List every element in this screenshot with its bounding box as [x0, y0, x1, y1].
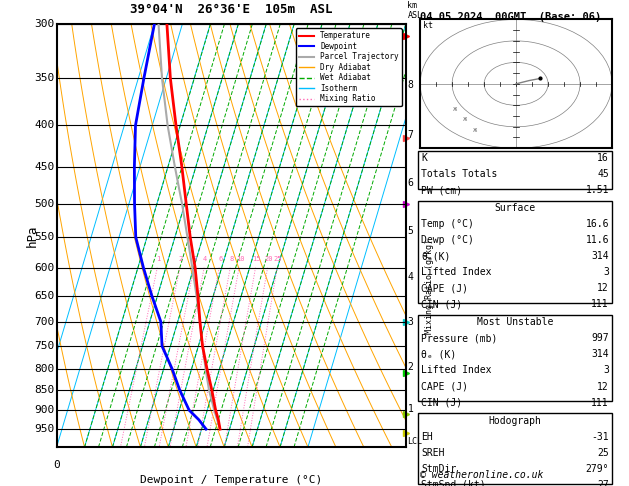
- Text: © weatheronline.co.uk: © weatheronline.co.uk: [420, 470, 543, 480]
- Text: km
ASL: km ASL: [408, 0, 423, 20]
- Text: hPa: hPa: [26, 225, 38, 247]
- Text: Temp (°C): Temp (°C): [421, 219, 474, 229]
- Text: θₑ (K): θₑ (K): [421, 349, 457, 360]
- Text: CAPE (J): CAPE (J): [421, 283, 469, 294]
- Text: Mixing Ratio (g/kg): Mixing Ratio (g/kg): [425, 239, 434, 334]
- Text: 400: 400: [35, 121, 55, 130]
- Text: CIN (J): CIN (J): [421, 398, 462, 408]
- Text: 10: 10: [236, 256, 244, 262]
- Text: 8: 8: [229, 256, 233, 262]
- Text: LCL: LCL: [408, 437, 423, 446]
- Text: 12: 12: [597, 283, 609, 294]
- Text: 550: 550: [35, 232, 55, 242]
- Text: 450: 450: [35, 162, 55, 172]
- Text: StmSpd (kt): StmSpd (kt): [421, 480, 486, 486]
- Text: 20: 20: [264, 256, 273, 262]
- Text: PW (cm): PW (cm): [421, 185, 462, 195]
- Text: Pressure (mb): Pressure (mb): [421, 333, 498, 344]
- Text: 3: 3: [408, 317, 413, 328]
- Text: ж: ж: [472, 127, 477, 133]
- Text: 314: 314: [591, 251, 609, 261]
- Text: -31: -31: [591, 432, 609, 442]
- Text: 1.51: 1.51: [586, 185, 609, 195]
- Legend: Temperature, Dewpoint, Parcel Trajectory, Dry Adiabat, Wet Adiabat, Isotherm, Mi: Temperature, Dewpoint, Parcel Trajectory…: [296, 28, 402, 106]
- Text: 750: 750: [35, 341, 55, 351]
- Text: 997: 997: [591, 333, 609, 344]
- Text: Surface: Surface: [494, 203, 536, 213]
- Text: 111: 111: [591, 299, 609, 310]
- Text: 500: 500: [35, 199, 55, 208]
- Text: 7: 7: [408, 130, 413, 140]
- Text: CIN (J): CIN (J): [421, 299, 462, 310]
- Text: 1: 1: [408, 404, 413, 415]
- Text: 350: 350: [35, 73, 55, 84]
- Text: 700: 700: [35, 317, 55, 327]
- Text: 3: 3: [603, 267, 609, 278]
- Text: ж: ж: [463, 117, 467, 122]
- Text: 11.6: 11.6: [586, 235, 609, 245]
- Text: Dewpoint / Temperature (°C): Dewpoint / Temperature (°C): [140, 475, 322, 485]
- Text: 2: 2: [179, 256, 183, 262]
- Text: 25: 25: [274, 256, 282, 262]
- Text: 314: 314: [591, 349, 609, 360]
- Text: 16: 16: [597, 153, 609, 163]
- Text: 111: 111: [591, 398, 609, 408]
- Text: 15: 15: [252, 256, 261, 262]
- Text: 12: 12: [597, 382, 609, 392]
- Text: ж: ж: [454, 105, 457, 112]
- Text: 4: 4: [203, 256, 208, 262]
- Text: Dewp (°C): Dewp (°C): [421, 235, 474, 245]
- Text: 0: 0: [53, 460, 60, 470]
- Text: 8: 8: [408, 80, 413, 90]
- Text: 4: 4: [408, 272, 413, 282]
- Text: 39°04'N  26°36'E  105m  ASL: 39°04'N 26°36'E 105m ASL: [130, 3, 332, 16]
- Text: SREH: SREH: [421, 448, 445, 458]
- Text: θₑ(K): θₑ(K): [421, 251, 451, 261]
- Text: Lifted Index: Lifted Index: [421, 365, 492, 376]
- Text: K: K: [421, 153, 427, 163]
- Text: 5: 5: [408, 226, 413, 236]
- Text: 04.05.2024  00GMT  (Base: 06): 04.05.2024 00GMT (Base: 06): [420, 12, 601, 22]
- Text: Totals Totals: Totals Totals: [421, 169, 498, 179]
- Text: 950: 950: [35, 424, 55, 434]
- Text: StmDir: StmDir: [421, 464, 457, 474]
- Text: 25: 25: [597, 448, 609, 458]
- Text: 650: 650: [35, 291, 55, 301]
- Text: Lifted Index: Lifted Index: [421, 267, 492, 278]
- Text: 600: 600: [35, 263, 55, 273]
- Text: 300: 300: [35, 19, 55, 29]
- Text: CAPE (J): CAPE (J): [421, 382, 469, 392]
- Text: 1: 1: [157, 256, 160, 262]
- Text: 800: 800: [35, 364, 55, 374]
- Text: Most Unstable: Most Unstable: [477, 317, 554, 328]
- Text: kt: kt: [423, 21, 433, 30]
- Text: 900: 900: [35, 405, 55, 415]
- Text: 45: 45: [597, 169, 609, 179]
- Text: 850: 850: [35, 385, 55, 395]
- Text: 3: 3: [193, 256, 197, 262]
- Text: Hodograph: Hodograph: [489, 416, 542, 426]
- Text: 6: 6: [218, 256, 223, 262]
- Text: EH: EH: [421, 432, 433, 442]
- Text: 2: 2: [408, 362, 413, 372]
- Text: 16.6: 16.6: [586, 219, 609, 229]
- Text: 3: 3: [603, 365, 609, 376]
- Text: 27: 27: [597, 480, 609, 486]
- Text: 6: 6: [408, 178, 413, 189]
- Text: 279°: 279°: [586, 464, 609, 474]
